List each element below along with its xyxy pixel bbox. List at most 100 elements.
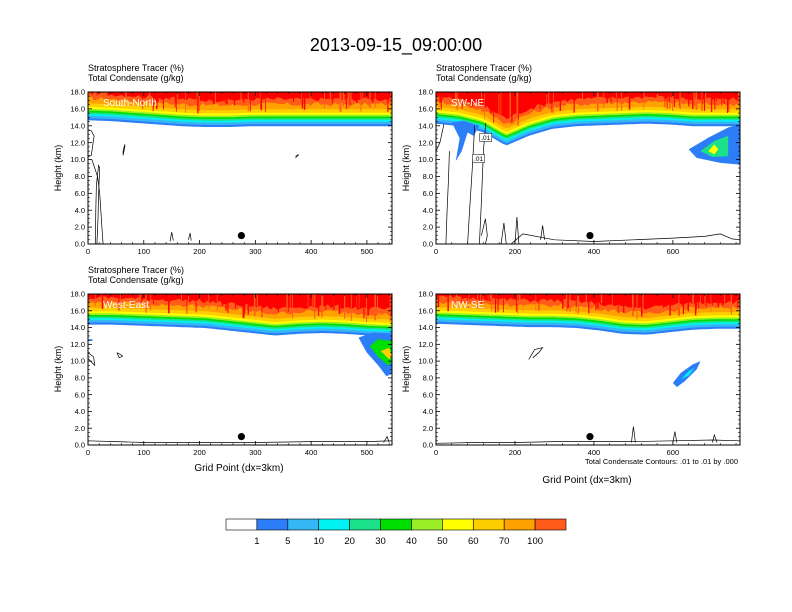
y-tick-label: 16.0 [70, 104, 85, 113]
colorbar-label: 1 [254, 536, 259, 547]
y-tick-label: 16.0 [70, 306, 85, 315]
condensate-contour [116, 352, 124, 359]
y-tick-label: 18.0 [70, 88, 85, 97]
y-tick-label: 6.0 [423, 390, 433, 399]
panel-subtitle-line2: Total Condensate (g/kg) [88, 275, 184, 285]
condensate-contour [528, 347, 544, 360]
y-tick-label: 8.0 [75, 373, 85, 382]
y-tick-label: 2.0 [75, 424, 85, 433]
y-tick-label: 14.0 [70, 121, 85, 130]
y-tick-label: 0.0 [75, 240, 85, 249]
y-axis-label: Height (km) [53, 346, 63, 393]
x-tick-label: 400 [588, 448, 601, 457]
colorbar-box-1 [256, 518, 289, 531]
condensate-contour [631, 426, 636, 443]
x-tick-label: 100 [138, 448, 151, 457]
condensate-contour [88, 352, 96, 367]
condensate-contour [188, 232, 192, 241]
panel-label: SW-NE [451, 98, 484, 109]
contour-label-box [479, 133, 492, 142]
x-tick-label: 0 [86, 448, 90, 457]
condensate-contour [295, 154, 300, 159]
plot-area: South-North 0.0 2.0 4.0 6.0 8.0 10.0 12.0 14.0 16… [70, 88, 393, 256]
contour-label-box [472, 154, 485, 163]
panel-label: West-East [103, 300, 149, 311]
colorbar-label: 50 [437, 536, 448, 547]
y-tick-label: 8.0 [75, 172, 85, 181]
x-tick-label: 200 [509, 247, 522, 256]
condensate-contour [540, 225, 545, 240]
x-tick-label: 500 [361, 247, 374, 256]
y-tick-label: 18.0 [418, 88, 433, 97]
plot-layers [88, 294, 392, 445]
y-tick-label: 10.0 [418, 155, 433, 164]
contour-label: .01 [474, 156, 483, 163]
y-tick-label: 2.0 [75, 223, 85, 232]
tracer-blob [451, 120, 480, 162]
condensate-contour [88, 440, 392, 443]
location-marker [586, 433, 594, 441]
contour-note: Total Condensate Contours: .01 to .01 by… [585, 457, 738, 466]
panel-subtitle-line1: Stratosphere Tracer (%) [436, 63, 532, 73]
colorbar-label: 40 [406, 536, 417, 547]
tracer-blob [88, 339, 93, 341]
condensate-contour [169, 232, 174, 242]
colorbar-box-9 [503, 518, 536, 531]
figure-title: 2013-09-15_09:00:00 [310, 35, 482, 56]
location-marker [586, 231, 594, 240]
condensate-contour [383, 435, 390, 443]
location-marker [237, 433, 245, 441]
x-tick-label: 500 [361, 448, 374, 457]
y-tick-label: 4.0 [423, 206, 433, 215]
y-tick-label: 16.0 [418, 306, 433, 315]
y-tick-label: 12.0 [70, 138, 85, 147]
x-tick-label: 200 [193, 448, 206, 457]
y-tick-label: 6.0 [423, 189, 433, 198]
y-tick-label: 12.0 [70, 340, 85, 349]
colorbar-label: 30 [375, 536, 386, 547]
colorbar-box-4 [349, 518, 381, 531]
tracer-blob [680, 367, 695, 380]
panel-nw-se: Height (km) Total Condensate Contours: .… [401, 290, 741, 486]
colorbar-label: 100 [527, 536, 543, 547]
colorbar-label: 20 [344, 536, 355, 547]
x-tick-label: 400 [305, 247, 318, 256]
panel-subtitle-line2: Total Condensate (g/kg) [88, 73, 184, 83]
panel-label: NW-SE [451, 300, 484, 311]
tracer-band-level-11 [88, 294, 392, 311]
x-axis-label: Grid Point (dx=3km) [194, 463, 283, 474]
y-tick-label: 2.0 [423, 223, 433, 232]
colorbar-box-10 [534, 518, 567, 531]
condensate-contour [445, 151, 450, 244]
plot-area: West-East 0.0 2.0 4.0 6.0 8.0 10.0 12.0 14.0 16.0… [70, 290, 393, 457]
x-tick-label: 0 [434, 247, 438, 256]
colorbar-box-3 [318, 518, 350, 531]
plot-area: .01 .01 SW-NE 0.0 2.0 4.0 6.0 8.0 10.0 12.0 14.0 16… [418, 88, 741, 256]
panel-subtitle-line2: Total Condensate (g/kg) [436, 73, 532, 83]
y-tick-label: 0.0 [75, 441, 85, 450]
colorbar: 1 5 10 20 30 40 50 60 70 100 [225, 518, 567, 547]
y-axis-label: Height (km) [53, 145, 63, 192]
y-tick-label: 2.0 [423, 424, 433, 433]
condensate-contour [88, 129, 95, 158]
colorbar-label: 10 [313, 536, 324, 547]
x-tick-label: 300 [249, 247, 262, 256]
y-tick-label: 14.0 [418, 121, 433, 130]
panel-west-east: Stratosphere Tracer (%) Total Condensate… [53, 265, 393, 474]
colorbar-label: 5 [285, 536, 290, 547]
tracer-band-level-11 [88, 92, 392, 103]
panel-subtitle-line1: Stratosphere Tracer (%) [88, 265, 184, 275]
plot-area: NW-SE 0.0 2.0 4.0 6.0 8.0 10.0 12.0 14.0 16.0 18.0… [418, 290, 741, 457]
condensate-contour [500, 222, 507, 244]
plot-layers [436, 294, 740, 445]
colorbar-box-8 [472, 518, 505, 531]
x-tick-label: 0 [86, 247, 90, 256]
panel-south-north: Stratosphere Tracer (%) Total Condensate… [53, 63, 393, 256]
colorbar-label: 70 [499, 536, 510, 547]
y-tick-label: 18.0 [418, 290, 433, 299]
y-tick-label: 8.0 [423, 373, 433, 382]
colorbar-box-2 [287, 518, 320, 531]
y-tick-label: 14.0 [418, 323, 433, 332]
x-tick-label: 100 [138, 247, 151, 256]
